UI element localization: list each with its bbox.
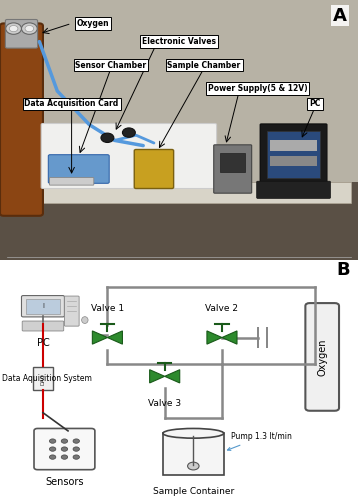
Text: Valve 2: Valve 2 <box>205 304 238 313</box>
FancyBboxPatch shape <box>134 150 174 188</box>
Circle shape <box>21 23 37 34</box>
FancyBboxPatch shape <box>41 124 217 188</box>
Polygon shape <box>207 331 222 344</box>
FancyBboxPatch shape <box>22 321 64 331</box>
Bar <box>270 140 317 151</box>
Text: Data Aquisition System: Data Aquisition System <box>2 374 92 383</box>
FancyBboxPatch shape <box>64 296 79 326</box>
Text: Oxygen: Oxygen <box>77 19 110 28</box>
Text: A: A <box>333 6 347 25</box>
Bar <box>29 182 351 203</box>
FancyBboxPatch shape <box>305 303 339 411</box>
Circle shape <box>188 462 199 470</box>
Text: I: I <box>42 303 44 309</box>
Circle shape <box>73 447 79 452</box>
Text: Electronic Valves: Electronic Valves <box>142 37 216 46</box>
Text: Valve 1: Valve 1 <box>91 304 124 313</box>
Circle shape <box>25 26 34 32</box>
FancyBboxPatch shape <box>34 428 95 470</box>
Text: B: B <box>337 260 350 278</box>
FancyBboxPatch shape <box>260 124 327 183</box>
Text: Sensors: Sensors <box>45 477 84 487</box>
Circle shape <box>61 447 68 452</box>
Circle shape <box>61 439 68 444</box>
Polygon shape <box>150 370 165 383</box>
Text: Power Supply(5 & 12V): Power Supply(5 & 12V) <box>208 84 308 93</box>
Circle shape <box>6 23 21 34</box>
Text: Pump 1.3 lt/min: Pump 1.3 lt/min <box>227 432 292 450</box>
Circle shape <box>122 128 135 138</box>
Circle shape <box>49 447 56 452</box>
Text: Sensor Chamber: Sensor Chamber <box>76 60 146 70</box>
FancyBboxPatch shape <box>21 296 64 317</box>
Bar <box>0 182 358 260</box>
Circle shape <box>9 26 18 32</box>
Circle shape <box>61 455 68 460</box>
FancyBboxPatch shape <box>257 181 330 198</box>
FancyBboxPatch shape <box>48 154 109 184</box>
Circle shape <box>73 455 79 460</box>
Bar <box>267 132 320 178</box>
Text: PC: PC <box>309 100 321 108</box>
FancyBboxPatch shape <box>49 178 94 185</box>
Circle shape <box>101 133 114 142</box>
FancyBboxPatch shape <box>0 24 43 216</box>
Polygon shape <box>165 370 180 383</box>
Bar <box>220 154 245 172</box>
Text: Valve 3: Valve 3 <box>148 398 181 407</box>
Bar <box>163 434 224 474</box>
Ellipse shape <box>163 428 224 438</box>
Text: Data Acquisition Card: Data Acquisition Card <box>24 100 119 108</box>
Polygon shape <box>92 331 107 344</box>
Text: Oxygen: Oxygen <box>317 338 327 376</box>
Ellipse shape <box>82 316 88 324</box>
Bar <box>270 156 317 166</box>
Circle shape <box>49 455 56 460</box>
Text: DAQ: DAQ <box>40 373 45 385</box>
Text: PC: PC <box>37 338 49 347</box>
Circle shape <box>49 439 56 444</box>
FancyBboxPatch shape <box>5 20 38 48</box>
Bar <box>26 298 60 314</box>
Text: Sample Chamber: Sample Chamber <box>168 60 241 70</box>
Text: Sample Container: Sample Container <box>153 487 234 496</box>
FancyBboxPatch shape <box>214 145 252 193</box>
Bar <box>33 367 53 390</box>
Polygon shape <box>222 331 237 344</box>
Polygon shape <box>107 331 122 344</box>
Circle shape <box>73 439 79 444</box>
